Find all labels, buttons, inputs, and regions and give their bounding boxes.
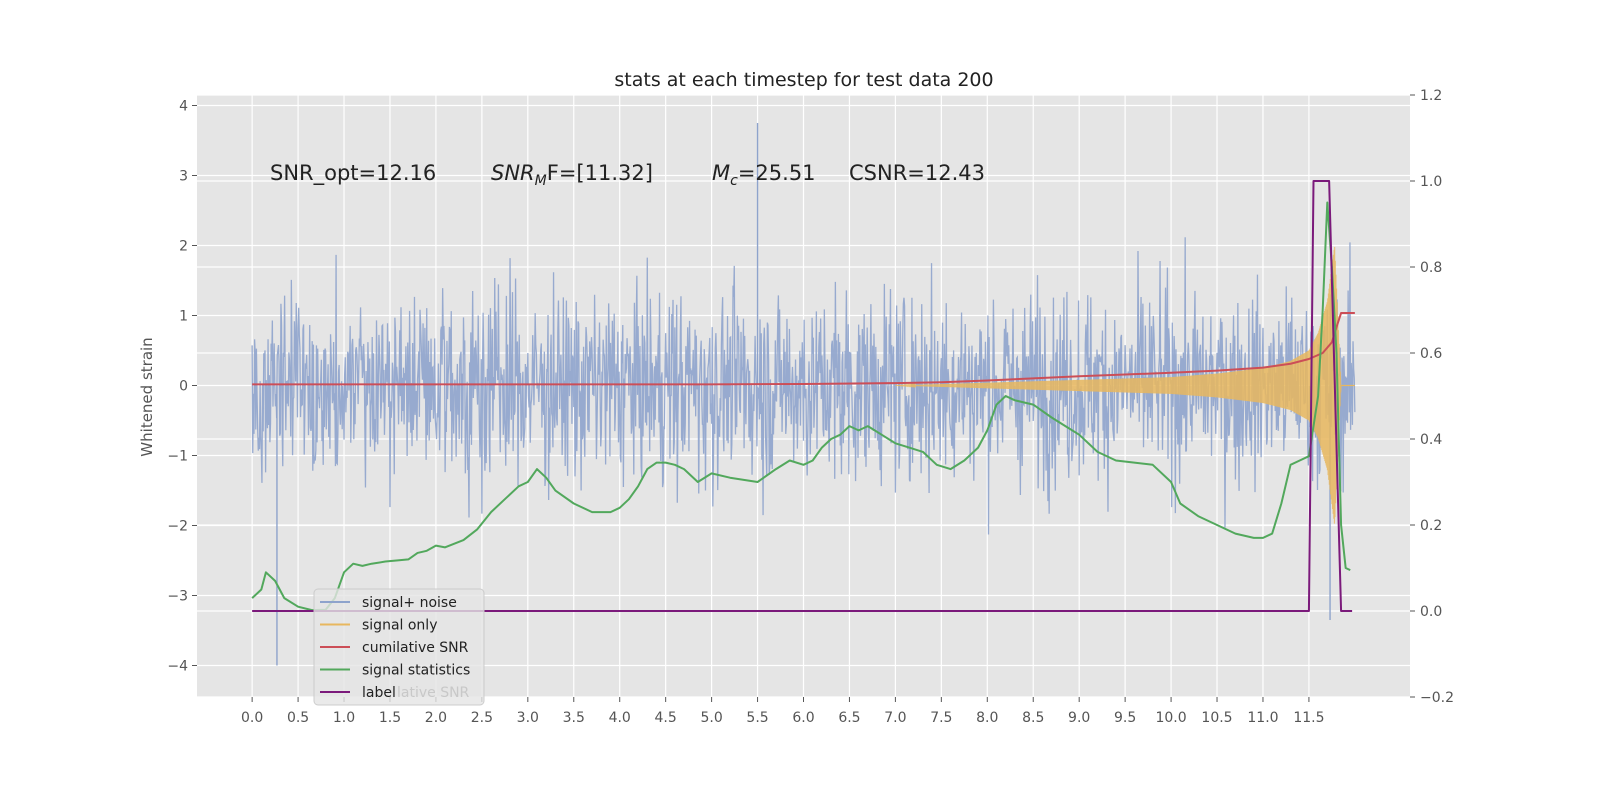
y2-tick-label-4: 0.4 <box>1420 432 1442 448</box>
y-axis-label: Whitened strain <box>138 337 156 456</box>
legend-label-1: signal only <box>362 618 437 634</box>
x-tick-label-10: 5.0 <box>700 710 722 726</box>
snr-mf-main: SNR <box>491 161 535 185</box>
y-tick-label-6: −2 <box>167 519 188 535</box>
legend-label-4: label <box>362 685 396 701</box>
x-tick-label-1: 0.5 <box>287 710 309 726</box>
y-tick-label-5: −1 <box>167 449 188 465</box>
x-axis: 0.0 0.5 1.0 1.5 2.0 2.5 3.0 3.5 4.0 4.5 5.0 5.5 6.0 6… <box>241 697 1325 726</box>
x-tick-label-3: 1.5 <box>379 710 401 726</box>
x-tick-label-22: 11.0 <box>1247 710 1278 726</box>
x-tick-label-6: 3.0 <box>517 710 539 726</box>
grid <box>197 94 1410 698</box>
x-tick-label-16: 8.0 <box>976 710 998 726</box>
mc-annotation: Mc=25.51 <box>712 161 816 189</box>
stats-annotations: SNR_opt=12.16 SNRMF=[11.32] Mc=25.51 CSN… <box>270 161 985 189</box>
x-tick-label-9: 4.5 <box>655 710 677 726</box>
mc-sub: c <box>730 173 738 189</box>
x-tick-label-17: 8.5 <box>1022 710 1044 726</box>
x-tick-label-12: 6.0 <box>792 710 814 726</box>
legend: signal+ noise signal only cumilative SNR si… <box>313 588 485 706</box>
y-tick-label-0: 4 <box>179 99 188 115</box>
x-tick-label-20: 10.0 <box>1155 710 1186 726</box>
signal-only-line <box>895 246 1342 524</box>
y-axis-left: 4 3 2 1 0 −1 −2 −3 −4 <box>167 99 197 675</box>
snr-opt-annotation: SNR_opt=12.16 <box>270 161 436 186</box>
snr-mf-rest: F=[11.32] <box>547 161 653 185</box>
legend-overlap-text: lative SNR <box>397 685 470 701</box>
x-tick-label-13: 6.5 <box>838 710 860 726</box>
chart-title: stats at each timestep for test data 200 <box>614 69 993 91</box>
y-tick-label-8: −4 <box>167 659 188 675</box>
y2-tick-label-2: 0.8 <box>1420 260 1442 276</box>
y2-tick-label-1: 1.0 <box>1420 174 1442 190</box>
y-tick-label-4: 0 <box>179 379 188 395</box>
y2-tick-label-7: −0.2 <box>1420 690 1454 706</box>
y-axis-right: 1.2 1.0 0.8 0.6 0.4 0.2 0.0 −0.2 <box>1410 88 1454 706</box>
mc-main: M <box>712 161 730 185</box>
x-tick-label-7: 3.5 <box>563 710 585 726</box>
mc-rest: =25.51 <box>738 161 816 185</box>
x-tick-label-0: 0.0 <box>241 710 263 726</box>
legend-label-2: cumilative SNR <box>362 640 469 656</box>
y-tick-label-7: −3 <box>167 589 188 605</box>
x-tick-label-21: 10.5 <box>1201 710 1232 726</box>
y2-tick-label-5: 0.2 <box>1420 518 1442 534</box>
x-tick-label-11: 5.5 <box>746 710 768 726</box>
y-tick-label-1: 3 <box>179 169 188 185</box>
y-tick-label-3: 1 <box>179 309 188 325</box>
snr-mf-sub: M <box>535 173 547 189</box>
y-tick-label-2: 2 <box>179 239 188 255</box>
legend-label-3: signal statistics <box>362 663 470 679</box>
x-tick-label-15: 7.5 <box>930 710 952 726</box>
csnr-annotation: CSNR=12.43 <box>849 161 985 185</box>
y2-tick-label-6: 0.0 <box>1420 604 1442 620</box>
x-tick-label-18: 9.0 <box>1068 710 1090 726</box>
series-label <box>252 180 1353 612</box>
x-tick-label-5: 2.5 <box>471 710 493 726</box>
x-tick-label-23: 11.5 <box>1293 710 1324 726</box>
x-tick-label-8: 4.0 <box>609 710 631 726</box>
y2-tick-label-0: 1.2 <box>1420 88 1442 104</box>
series-cumulative-snr <box>252 312 1355 386</box>
series-signal-only <box>895 246 1355 524</box>
legend-box <box>313 588 485 706</box>
y2-tick-label-3: 0.6 <box>1420 346 1442 362</box>
legend-label-0: signal+ noise <box>362 595 457 611</box>
x-tick-label-19: 9.5 <box>1114 710 1136 726</box>
x-tick-label-14: 7.0 <box>884 710 906 726</box>
x-tick-label-4: 2.0 <box>425 710 447 726</box>
series-signal-statistics <box>251 201 1351 612</box>
x-tick-label-2: 1.0 <box>333 710 355 726</box>
snr-mf-annotation: SNRMF=[11.32] <box>491 161 653 189</box>
